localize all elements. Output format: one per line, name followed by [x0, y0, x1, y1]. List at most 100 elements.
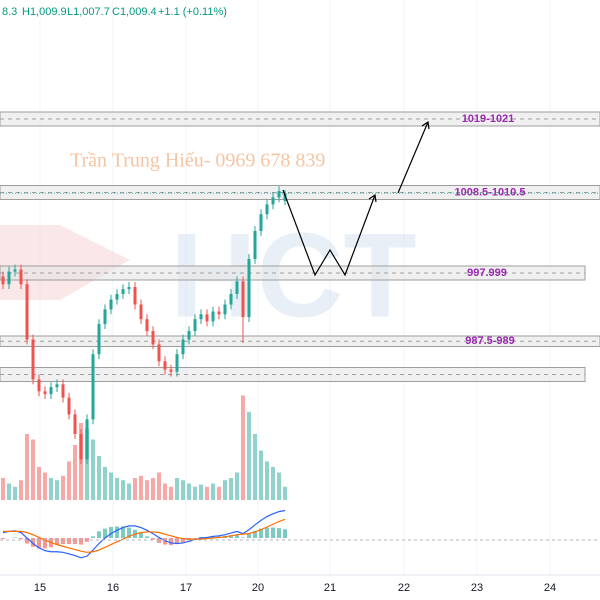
- x-tick-label: 16: [107, 582, 119, 594]
- volume-bar: [151, 478, 155, 500]
- x-tick-label: 21: [324, 582, 336, 594]
- x-tick-label: 24: [544, 582, 556, 594]
- macd-hist: [73, 538, 77, 545]
- header-change: +1.1 (+0.11%): [158, 6, 227, 18]
- volume-bar: [85, 428, 89, 500]
- volume-bar: [7, 483, 11, 500]
- candle-body: [85, 419, 89, 460]
- zone-label: 1008.5-1010.5: [455, 186, 526, 198]
- candle-body: [139, 304, 143, 320]
- projection: [282, 189, 376, 277]
- volume-bar: [145, 480, 149, 500]
- volume-bar: [37, 467, 41, 500]
- zone-label: 997.999: [467, 267, 507, 279]
- macd-hist: [19, 538, 23, 540]
- candle-body: [277, 191, 281, 198]
- volume-bar: [139, 475, 143, 500]
- macd-hist: [121, 526, 125, 538]
- volume-bar: [265, 461, 269, 500]
- candle-body: [133, 287, 137, 305]
- x-tick-label: 15: [34, 582, 46, 594]
- macd-hist: [229, 535, 233, 538]
- candle-body: [67, 397, 71, 415]
- volume-bar: [193, 486, 197, 500]
- candle-body: [31, 339, 35, 380]
- candle-body: [175, 354, 179, 372]
- candle-body: [193, 319, 197, 332]
- watermark: Trần Trung Hiếu- 0969 678 839: [70, 150, 325, 172]
- macd-hist: [13, 537, 17, 538]
- macd-hist: [139, 533, 143, 538]
- candle-body: [55, 384, 59, 388]
- macd-hist: [97, 531, 101, 538]
- macd-hist: [43, 538, 47, 549]
- candle-body: [241, 281, 245, 318]
- macd-hist: [55, 538, 59, 546]
- candle-body: [97, 324, 101, 355]
- macd-hist: [79, 538, 83, 545]
- candle-body: [211, 311, 215, 322]
- volume-bar: [73, 445, 77, 500]
- candle-body: [265, 204, 269, 215]
- candle-body: [223, 304, 227, 315]
- macd-hist: [37, 538, 41, 549]
- candle-body: [205, 314, 209, 322]
- macd-hist: [211, 536, 215, 538]
- volume-bar: [49, 478, 53, 500]
- signal-line: [3, 518, 286, 553]
- candle-body: [259, 214, 263, 231]
- candle-body: [61, 384, 65, 398]
- volume-bar: [217, 486, 221, 500]
- candle-body: [247, 259, 251, 318]
- candle-body: [121, 289, 125, 294]
- day-grid: [39, 0, 551, 575]
- zone-label: 987.5-989: [465, 335, 515, 347]
- candle-body: [217, 311, 221, 315]
- candle-body: [109, 299, 113, 310]
- macd-hist: [169, 538, 173, 546]
- macd-hist: [31, 538, 35, 547]
- candle-body: [79, 434, 83, 460]
- volume-bar: [1, 478, 5, 500]
- volume-bar: [103, 467, 107, 500]
- x-tick-label: 22: [398, 582, 410, 594]
- macd-hist: [253, 530, 257, 538]
- header: 8.3 H1,009.9 L1,007.7 C1,009.4 +1.1 (+0.…: [2, 6, 227, 18]
- macd-hist: [271, 527, 275, 538]
- candle-body: [181, 339, 185, 355]
- x-tick-label: 17: [180, 582, 192, 594]
- volume-bar: [157, 472, 161, 500]
- macd-line: [2, 509, 286, 559]
- candle-body: [91, 354, 95, 420]
- projection: [397, 121, 429, 194]
- volume-bar: [13, 486, 17, 500]
- volume-bar: [229, 478, 233, 500]
- candle-body: [127, 287, 131, 290]
- volume-bar: [241, 395, 245, 500]
- volume-bar: [43, 472, 47, 500]
- macd-hist: [67, 538, 71, 545]
- volume-bar: [223, 480, 227, 500]
- volume-bar: [259, 450, 263, 500]
- macd-hist: [259, 528, 263, 538]
- macd-hist: [265, 527, 269, 538]
- volume-bar: [133, 478, 137, 500]
- macd-hist: [103, 528, 107, 538]
- macd-hist: [241, 537, 245, 538]
- volume-bar: [181, 480, 185, 500]
- header-low: L1,007.7: [67, 6, 110, 18]
- macd-hist: [193, 538, 197, 539]
- macd-hist: [127, 527, 131, 538]
- logo-shape: [0, 225, 130, 300]
- volume-bar: [61, 475, 65, 500]
- header-close: C1,009.4: [112, 6, 157, 18]
- volume-bar: [19, 480, 23, 500]
- candle-body: [7, 271, 11, 285]
- candle-body: [151, 331, 155, 345]
- macd-hist: [145, 536, 149, 538]
- candle-body: [283, 193, 287, 201]
- arrowhead: [421, 120, 430, 130]
- candle-body: [115, 294, 119, 300]
- volume-bar: [271, 467, 275, 500]
